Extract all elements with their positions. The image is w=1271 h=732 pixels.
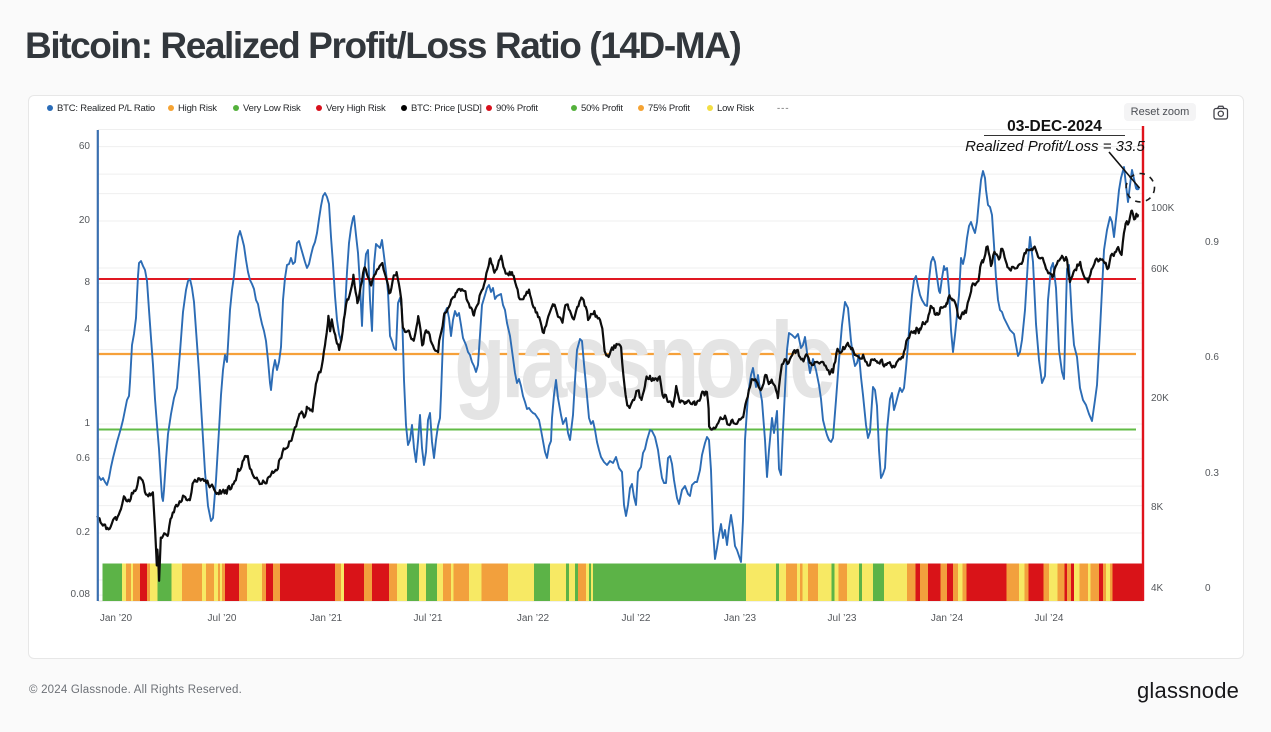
svg-text:glassnode: glassnode [454,301,833,420]
